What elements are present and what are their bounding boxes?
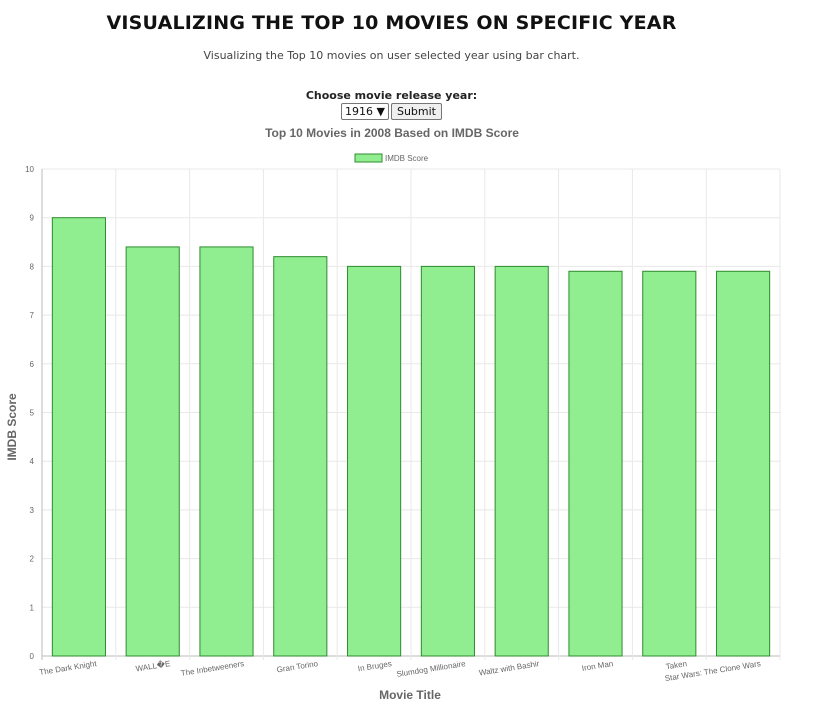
bar[interactable] bbox=[199, 246, 254, 657]
bar[interactable] bbox=[125, 246, 180, 657]
year-select-label: Choose movie release year: bbox=[305, 89, 478, 102]
y-tick-label: 7 bbox=[30, 311, 35, 320]
y-tick-label: 5 bbox=[30, 409, 35, 418]
y-tick-label: 9 bbox=[30, 214, 35, 223]
y-axis: 0 1 2 3 4 5 6 7 8 9 10 bbox=[25, 165, 34, 661]
x-tick-label: WALL�E bbox=[135, 658, 171, 673]
y-tick-label: 6 bbox=[30, 360, 35, 369]
bar[interactable] bbox=[716, 270, 771, 657]
submit-button[interactable]: Submit bbox=[390, 103, 442, 120]
bars bbox=[51, 217, 771, 657]
y-axis-label: IMDB Score bbox=[5, 393, 19, 461]
bar[interactable] bbox=[568, 270, 623, 657]
chart-legend[interactable]: IMDB Score bbox=[354, 153, 429, 163]
legend-label: IMDB Score bbox=[385, 154, 429, 163]
bar[interactable] bbox=[420, 265, 475, 657]
chart-title: Top 10 Movies in 2008 Based on IMDB Scor… bbox=[265, 126, 519, 140]
y-tick-label: 0 bbox=[30, 652, 35, 661]
x-tick-label: In Bruges bbox=[357, 659, 392, 673]
bar[interactable] bbox=[494, 265, 549, 657]
y-tick-label: 10 bbox=[25, 165, 34, 174]
bar[interactable] bbox=[642, 270, 697, 657]
x-tick-label: Waltz with Bashir bbox=[478, 659, 540, 677]
legend-swatch bbox=[354, 153, 383, 163]
page-title: VISUALIZING THE TOP 10 MOVIES ON SPECIFI… bbox=[106, 12, 677, 34]
x-axis: The Dark Knight WALL�E The Inbetweeners Gra… bbox=[39, 658, 762, 683]
y-tick-label: 2 bbox=[30, 555, 35, 564]
y-tick-label: 4 bbox=[30, 457, 35, 466]
year-form: 1916 ▼ Submit bbox=[0, 103, 783, 120]
x-tick-label: Taken bbox=[665, 659, 688, 671]
y-tick-label: 3 bbox=[30, 506, 35, 515]
x-axis-label: Movie Title bbox=[379, 688, 441, 702]
year-select[interactable]: 1916 ▼ bbox=[341, 103, 389, 120]
year-select-value: 1916 bbox=[345, 105, 373, 118]
x-tick-label: Slumdog Millionaire bbox=[396, 659, 467, 679]
y-tick-label: 8 bbox=[30, 262, 35, 271]
x-tick-label: Gran Torino bbox=[276, 659, 319, 674]
y-tick-label: 1 bbox=[30, 603, 35, 612]
x-tick-label: The Dark Knight bbox=[39, 659, 98, 677]
x-tick-label: Iron Man bbox=[581, 659, 614, 673]
bar[interactable] bbox=[51, 217, 106, 657]
bar[interactable] bbox=[347, 265, 402, 657]
chevron-down-icon: ▼ bbox=[376, 105, 385, 118]
page-subtitle: Visualizing the Top 10 movies on user se… bbox=[203, 49, 580, 62]
x-tick-label: The Inbetweeners bbox=[180, 659, 245, 678]
bar[interactable] bbox=[273, 256, 328, 657]
